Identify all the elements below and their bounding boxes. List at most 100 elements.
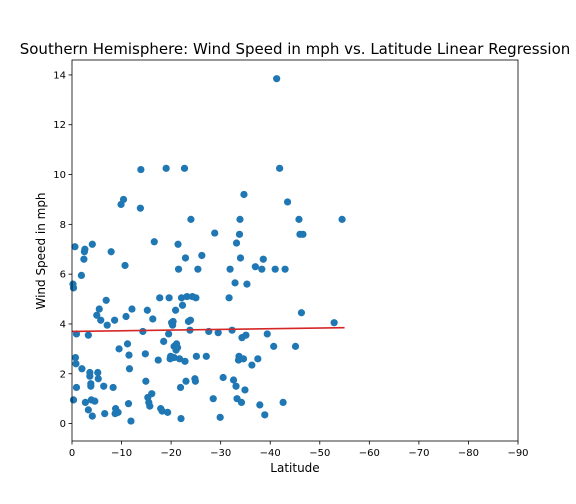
data-point-45 xyxy=(125,400,132,407)
data-point-6 xyxy=(72,360,79,367)
y-axis-label: Wind Speed in mph xyxy=(34,192,48,309)
data-point-66 xyxy=(160,338,167,345)
data-point-67 xyxy=(163,165,170,172)
data-point-152 xyxy=(331,319,338,326)
data-point-83 xyxy=(175,266,182,273)
data-point-27 xyxy=(96,305,103,312)
data-point-144 xyxy=(280,399,287,406)
data-point-145 xyxy=(281,266,288,273)
data-point-8 xyxy=(78,272,85,279)
data-point-153 xyxy=(338,216,345,223)
data-point-62 xyxy=(155,356,162,363)
data-point-41 xyxy=(120,196,127,203)
y-tick-label-0: 0 xyxy=(60,419,66,430)
data-point-135 xyxy=(256,401,263,408)
data-point-107 xyxy=(210,395,217,402)
data-point-115 xyxy=(230,376,237,383)
data-point-43 xyxy=(122,313,129,320)
data-point-44 xyxy=(124,340,131,347)
data-point-128 xyxy=(240,191,247,198)
data-point-102 xyxy=(193,353,200,360)
y-tick-label-3: 6 xyxy=(60,270,66,281)
x-tick-label-0: 0 xyxy=(69,448,75,459)
data-point-35 xyxy=(111,317,118,324)
data-point-1 xyxy=(70,284,77,291)
data-point-63 xyxy=(156,294,163,301)
data-point-30 xyxy=(101,410,108,417)
data-point-75 xyxy=(169,318,176,325)
data-point-2 xyxy=(71,243,78,250)
data-point-85 xyxy=(177,384,184,391)
data-point-21 xyxy=(89,412,96,419)
data-point-82 xyxy=(174,241,181,248)
y-tick-label-4: 8 xyxy=(60,220,66,231)
x-tick-label-1: −10 xyxy=(111,448,132,459)
data-point-29 xyxy=(100,383,107,390)
data-point-150 xyxy=(298,309,305,316)
data-point-15 xyxy=(85,406,92,413)
data-point-12 xyxy=(81,248,88,255)
data-point-140 xyxy=(270,343,277,350)
data-point-53 xyxy=(142,350,149,357)
data-point-146 xyxy=(284,198,291,205)
data-point-137 xyxy=(260,256,267,263)
data-point-138 xyxy=(261,411,268,418)
data-point-54 xyxy=(142,378,149,385)
data-point-55 xyxy=(144,307,151,314)
data-point-91 xyxy=(182,254,189,261)
data-point-14 xyxy=(85,332,92,339)
data-point-123 xyxy=(236,216,243,223)
data-point-108 xyxy=(211,229,218,236)
x-axis-label: Latitude xyxy=(270,461,319,475)
data-point-23 xyxy=(91,398,98,405)
data-point-68 xyxy=(164,409,171,416)
data-point-133 xyxy=(252,263,259,270)
data-point-49 xyxy=(128,305,135,312)
data-point-34 xyxy=(110,384,117,391)
data-point-22 xyxy=(89,241,96,248)
data-point-96 xyxy=(187,317,194,324)
data-point-46 xyxy=(125,351,132,358)
data-point-89 xyxy=(181,165,188,172)
data-point-139 xyxy=(264,330,271,337)
data-point-111 xyxy=(220,374,227,381)
data-point-42 xyxy=(121,262,128,269)
data-point-38 xyxy=(114,409,121,416)
data-point-148 xyxy=(295,216,302,223)
data-point-69 xyxy=(165,330,172,337)
x-tick-label-6: −60 xyxy=(359,448,380,459)
data-point-114 xyxy=(228,327,235,334)
y-tick-label-7: 14 xyxy=(53,70,66,81)
data-point-52 xyxy=(139,328,146,335)
data-point-142 xyxy=(273,75,280,82)
data-point-33 xyxy=(108,248,115,255)
data-point-110 xyxy=(217,414,224,421)
y-tick-label-1: 2 xyxy=(60,369,66,380)
data-point-125 xyxy=(238,399,245,406)
data-point-88 xyxy=(179,302,186,309)
y-tick-label-2: 4 xyxy=(60,319,66,330)
data-point-17 xyxy=(86,373,93,380)
data-point-3 xyxy=(70,396,77,403)
x-tick-label-3: −30 xyxy=(210,448,231,459)
data-point-10 xyxy=(80,256,87,263)
data-point-118 xyxy=(233,239,240,246)
data-point-61 xyxy=(151,238,158,245)
data-point-4 xyxy=(72,354,79,361)
data-point-130 xyxy=(242,332,249,339)
data-point-58 xyxy=(146,403,153,410)
data-point-141 xyxy=(272,266,279,273)
data-point-90 xyxy=(181,358,188,365)
data-point-81 xyxy=(174,344,181,351)
y-tick-label-6: 12 xyxy=(53,120,66,131)
data-point-97 xyxy=(187,216,194,223)
data-point-48 xyxy=(127,417,134,424)
data-point-92 xyxy=(182,378,189,385)
data-point-112 xyxy=(225,294,232,301)
data-point-134 xyxy=(254,355,261,362)
data-point-124 xyxy=(237,254,244,261)
x-tick-label-9: −90 xyxy=(507,448,528,459)
data-point-122 xyxy=(236,231,243,238)
data-point-25 xyxy=(94,369,101,376)
data-point-78 xyxy=(172,307,179,314)
